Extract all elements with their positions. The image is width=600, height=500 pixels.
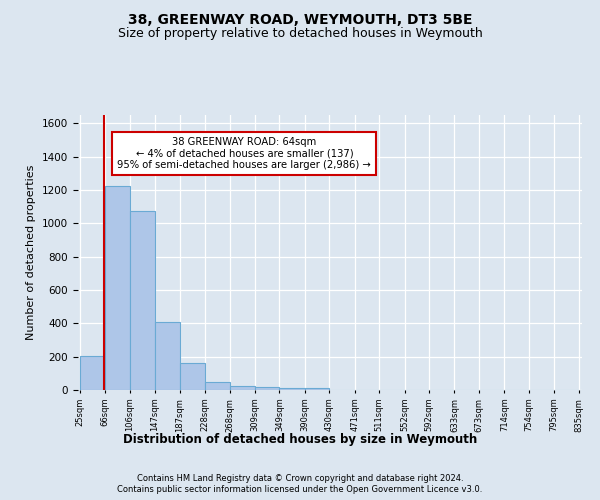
Bar xyxy=(280,388,305,390)
Bar xyxy=(305,388,329,390)
Y-axis label: Number of detached properties: Number of detached properties xyxy=(26,165,37,340)
Bar xyxy=(105,186,130,390)
Text: 38, GREENWAY ROAD, WEYMOUTH, DT3 5BE: 38, GREENWAY ROAD, WEYMOUTH, DT3 5BE xyxy=(128,12,472,26)
Bar xyxy=(255,386,280,390)
Text: Contains HM Land Registry data © Crown copyright and database right 2024.: Contains HM Land Registry data © Crown c… xyxy=(137,474,463,483)
Bar xyxy=(179,362,205,390)
Text: 38 GREENWAY ROAD: 64sqm
← 4% of detached houses are smaller (137)
95% of semi-de: 38 GREENWAY ROAD: 64sqm ← 4% of detached… xyxy=(118,137,371,170)
Bar xyxy=(205,382,230,390)
Bar xyxy=(230,386,255,390)
Text: Distribution of detached houses by size in Weymouth: Distribution of detached houses by size … xyxy=(123,432,477,446)
Bar xyxy=(80,356,105,390)
Bar xyxy=(130,211,155,390)
Bar xyxy=(155,322,179,390)
Text: Contains public sector information licensed under the Open Government Licence v3: Contains public sector information licen… xyxy=(118,485,482,494)
Text: Size of property relative to detached houses in Weymouth: Size of property relative to detached ho… xyxy=(118,28,482,40)
